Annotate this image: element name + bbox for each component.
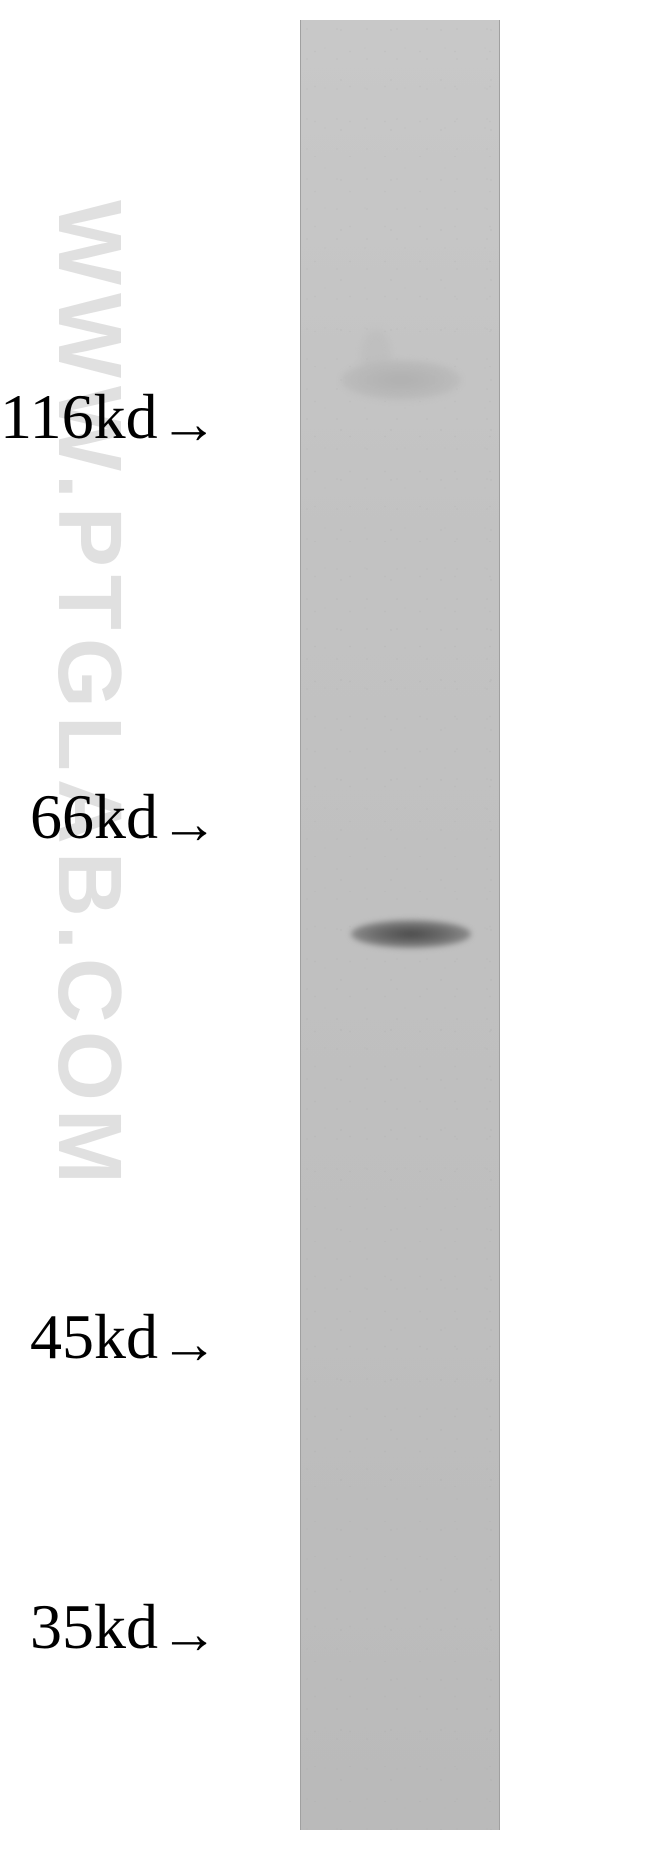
arrow-icon: → [160,1310,218,1377]
marker-label-text: 45kd [30,1301,158,1372]
marker-label-text: 116kd [0,381,158,452]
right-margin [500,0,650,1855]
marker-label-text: 66kd [30,781,158,852]
watermark-text: WWW.PTGLAB.COM [37,200,140,1192]
arrow-icon: → [160,390,218,457]
blot-lane [300,20,500,1830]
arrow-icon: → [160,1600,218,1667]
marker-label-text: 35kd [30,1591,158,1662]
marker-35kd: 35kd→ [30,1590,218,1667]
marker-45kd: 45kd→ [30,1300,218,1377]
band-faint [341,360,461,400]
marker-116kd: 116kd→ [0,380,218,457]
band-main [351,920,471,948]
arrow-icon: → [160,790,218,857]
marker-66kd: 66kd→ [30,780,218,857]
